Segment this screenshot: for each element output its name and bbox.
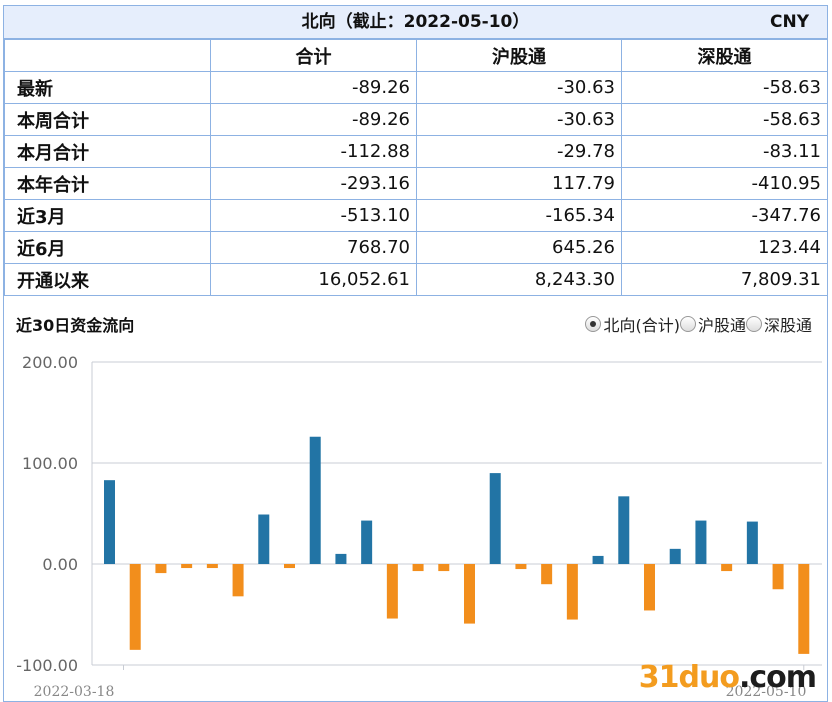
bar-inflow	[258, 514, 270, 564]
bar-outflow	[155, 564, 167, 574]
bar-outflow	[644, 564, 655, 611]
column-header-shanghai: 沪股通	[416, 39, 622, 72]
watermark-logo: 31duo.com	[638, 660, 817, 695]
bar-inflow	[489, 473, 501, 564]
table-row: 最新 -89.26 -30.63 -58.63	[4, 71, 828, 104]
y-tick-label: -100.00	[16, 656, 78, 675]
chart-title: 近30日资金流向	[16, 316, 135, 335]
bar-outflow	[438, 564, 450, 572]
cell-value: -89.26	[210, 103, 417, 136]
row-label: 本年合计	[4, 167, 211, 200]
cell-value: 16,052.61	[210, 263, 417, 296]
bar-inflow	[746, 521, 758, 564]
fund-flow-bar-chart: 200.00 100.00 0.00 -100.00 2022-03-18 2022-05…	[16, 353, 822, 700]
watermark-text: 31duo	[638, 660, 740, 695]
y-tick-label: 100.00	[22, 454, 78, 473]
bar-outflow	[541, 564, 553, 585]
column-header-empty	[4, 39, 211, 72]
table-row: 本月合计 -112.88 -29.78 -83.11	[4, 135, 828, 168]
cell-value: -30.63	[416, 103, 622, 136]
cell-value: -293.16	[210, 167, 417, 200]
cell-value: -347.76	[621, 199, 828, 232]
row-label: 本周合计	[4, 103, 211, 136]
cell-value: 8,243.30	[416, 263, 622, 296]
bar-inflow	[618, 496, 630, 564]
panel-header: 北向（截止：2022-05-10） CNY	[4, 6, 827, 39]
cell-value: 117.79	[416, 167, 622, 200]
row-label: 近3月	[4, 199, 211, 232]
bar-outflow	[721, 564, 733, 572]
bar-outflow	[129, 564, 141, 650]
bar-outflow	[515, 564, 527, 570]
bar-inflow	[592, 555, 604, 564]
cell-value: 7,809.31	[621, 263, 828, 296]
flow-summary-table: 合计 沪股通 深股通 最新 -89.26 -30.63 -58.63 本周合计 …	[4, 39, 828, 296]
bar-outflow	[464, 564, 475, 624]
cell-value: -410.95	[621, 167, 828, 200]
bar-inflow	[669, 548, 681, 564]
cell-value: 645.26	[416, 231, 622, 264]
bar-inflow	[361, 520, 373, 564]
x-tick-label: 2022-05-10	[726, 684, 807, 700]
bar-outflow	[181, 564, 193, 569]
legend-option-shenzhen-connect[interactable]: 深股通	[745, 312, 812, 336]
table-row: 本周合计 -89.26 -30.63 -58.63	[4, 103, 828, 136]
cell-value: -83.11	[621, 135, 828, 168]
cell-value: -58.63	[621, 71, 828, 104]
bar-outflow	[386, 564, 398, 619]
bar-inflow	[695, 520, 707, 564]
cell-value: -165.34	[416, 199, 622, 232]
bar-inflow	[309, 436, 321, 564]
chart-series-selector: 北向(合计) 沪股通 深股通	[585, 312, 812, 336]
x-tick-label: 2022-03-18	[34, 684, 115, 700]
radio-icon[interactable]	[745, 316, 762, 332]
table-header-row: 合计 沪股通 深股通	[4, 39, 828, 72]
currency-label: CNY	[769, 12, 809, 32]
legend-label: 沪股通	[697, 316, 746, 335]
bar-outflow	[566, 564, 578, 620]
bar-outflow	[206, 564, 218, 569]
bar-outflow	[232, 564, 244, 597]
y-tick-label: 200.00	[22, 353, 78, 372]
cell-value: 768.70	[210, 231, 417, 264]
y-tick-label: 0.00	[42, 555, 78, 574]
bar-outflow	[284, 564, 295, 569]
radio-selected-icon[interactable]	[585, 316, 602, 332]
table-row: 本年合计 -293.16 117.79 -410.95	[4, 167, 828, 200]
table-row: 开通以来 16,052.61 8,243.30 7,809.31	[4, 263, 828, 296]
table-row: 近6月 768.70 645.26 123.44	[4, 231, 828, 264]
northbound-panel: 北向（截止：2022-05-10） CNY 合计 沪股通 深股通 最新 -89.…	[3, 5, 828, 702]
row-label: 开通以来	[4, 263, 211, 296]
bar-outflow	[798, 564, 810, 654]
radio-icon[interactable]	[679, 316, 696, 332]
bar-inflow	[104, 480, 115, 564]
bar-outflow	[412, 564, 424, 572]
legend-option-northbound-total[interactable]: 北向(合计)	[585, 312, 680, 336]
column-header-total: 合计	[210, 39, 417, 72]
cell-value: -89.26	[210, 71, 417, 104]
legend-label: 深股通	[763, 316, 812, 335]
bar-inflow	[335, 553, 347, 564]
row-label: 最新	[4, 71, 211, 104]
row-label: 本月合计	[4, 135, 211, 168]
cell-value: -513.10	[210, 199, 417, 232]
column-header-shenzhen: 深股通	[621, 39, 828, 72]
watermark-suffix: .com	[738, 660, 817, 695]
table-row: 近3月 -513.10 -165.34 -347.76	[4, 199, 828, 232]
cell-value: -112.88	[210, 135, 417, 168]
panel-title: 北向（截止：2022-05-10）	[301, 12, 530, 32]
legend-option-shanghai-connect[interactable]: 沪股通	[679, 312, 746, 336]
legend-label: 北向(合计)	[603, 316, 680, 335]
bar-outflow	[772, 564, 784, 590]
cell-value: -30.63	[416, 71, 622, 104]
cell-value: -29.78	[416, 135, 622, 168]
row-label: 近6月	[4, 231, 211, 264]
cell-value: 123.44	[621, 231, 828, 264]
cell-value: -58.63	[621, 103, 828, 136]
